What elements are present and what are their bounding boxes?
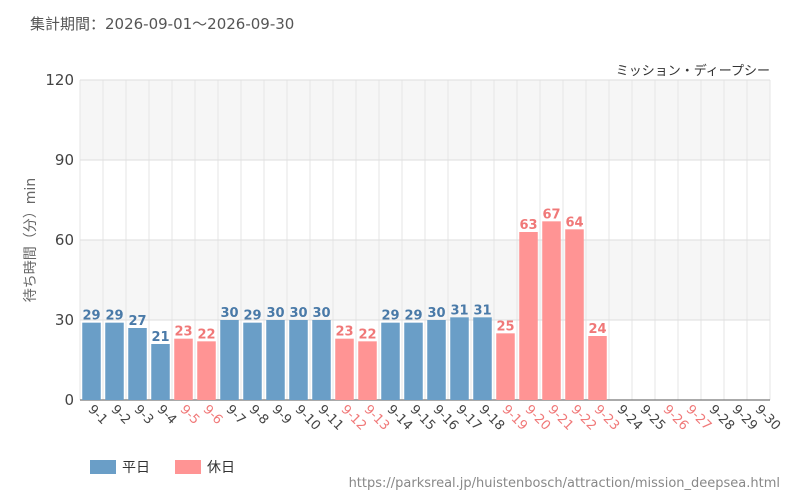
x-tick-label-9-1: 9-1	[85, 402, 111, 428]
chart-subtitle: ミッション・ディープシー	[616, 63, 770, 79]
value-label-9-11: 30	[312, 306, 330, 321]
value-label-9-9: 30	[266, 306, 284, 321]
y-tick-label: 60	[55, 231, 74, 249]
legend-label-weekday: 平日	[122, 460, 150, 476]
value-label-9-4: 21	[151, 330, 169, 345]
bar-9-11	[312, 320, 331, 400]
value-label-9-21: 67	[542, 207, 560, 222]
value-label-9-20: 63	[519, 218, 537, 233]
x-tick-label-9-6: 9-6	[200, 402, 226, 428]
bar-9-3	[128, 328, 147, 400]
bar-9-23	[588, 336, 607, 400]
bar-9-17	[450, 317, 469, 400]
value-label-9-22: 64	[565, 215, 583, 230]
value-label-9-2: 29	[105, 309, 123, 324]
bar-9-10	[289, 320, 308, 400]
value-label-9-7: 30	[220, 306, 238, 321]
value-label-9-8: 29	[243, 309, 261, 324]
bar-9-18	[473, 317, 492, 400]
bar-9-5	[174, 338, 193, 400]
x-tick-label-9-9: 9-9	[269, 402, 295, 428]
bar-9-22	[565, 229, 584, 400]
bar-9-9	[266, 320, 285, 400]
value-label-9-5: 23	[174, 325, 192, 340]
legend-swatch-holiday	[175, 460, 201, 474]
value-label-9-17: 31	[450, 303, 468, 318]
bar-9-4	[151, 344, 170, 400]
x-tick-label-9-4: 9-4	[154, 402, 180, 428]
value-label-9-15: 29	[404, 309, 422, 324]
bar-9-15	[404, 322, 423, 400]
y-tick-label: 120	[45, 71, 74, 89]
legend: 平日 休日	[90, 460, 235, 476]
y-tick-label: 0	[64, 391, 74, 409]
x-tick-label-9-2: 9-2	[108, 402, 134, 428]
legend-swatch-weekday	[90, 460, 116, 474]
value-label-9-12: 23	[335, 325, 353, 340]
bar-9-16	[427, 320, 446, 400]
legend-label-holiday: 休日	[207, 460, 235, 476]
value-label-9-13: 22	[358, 327, 376, 342]
bar-9-1	[82, 322, 101, 400]
value-label-9-10: 30	[289, 306, 307, 321]
x-tick-label-9-8: 9-8	[246, 402, 272, 428]
source-url[interactable]: https://parksreal.jp/huistenbosch/attrac…	[349, 476, 780, 491]
bar-9-21	[542, 221, 561, 400]
value-label-9-3: 27	[128, 314, 146, 329]
bar-9-14	[381, 322, 400, 400]
value-label-9-6: 22	[197, 327, 215, 342]
value-label-9-1: 29	[82, 309, 100, 324]
x-tick-label-9-5: 9-5	[177, 402, 203, 428]
bar-9-6	[197, 341, 216, 400]
bar-9-19	[496, 333, 515, 400]
period-label: 集計期間：2026-09-01～2026-09-30	[30, 15, 294, 33]
value-label-9-14: 29	[381, 309, 399, 324]
bar-9-7	[220, 320, 239, 400]
value-label-9-19: 25	[496, 319, 514, 334]
bar-9-13	[358, 341, 377, 400]
value-label-9-18: 31	[473, 303, 491, 318]
bar-9-2	[105, 322, 124, 400]
value-label-9-16: 30	[427, 306, 445, 321]
bar-9-12	[335, 338, 354, 400]
value-label-9-23: 24	[588, 322, 606, 337]
plot-area: 0 30 60 90 120 29 9-1 29 9-2 27 9-3 21 9-4 23 9-5 22 9-6…	[45, 71, 783, 434]
x-tick-label-9-10: 9-10	[292, 402, 323, 433]
y-tick-label: 90	[55, 151, 74, 169]
y-tick-label: 30	[55, 311, 74, 329]
bar-9-8	[243, 322, 262, 400]
x-tick-label-9-7: 9-7	[223, 402, 249, 428]
y-axis-label: 待ち時間（分）min	[23, 178, 39, 302]
bar-9-20	[519, 232, 538, 400]
x-tick-label-9-3: 9-3	[131, 402, 157, 428]
